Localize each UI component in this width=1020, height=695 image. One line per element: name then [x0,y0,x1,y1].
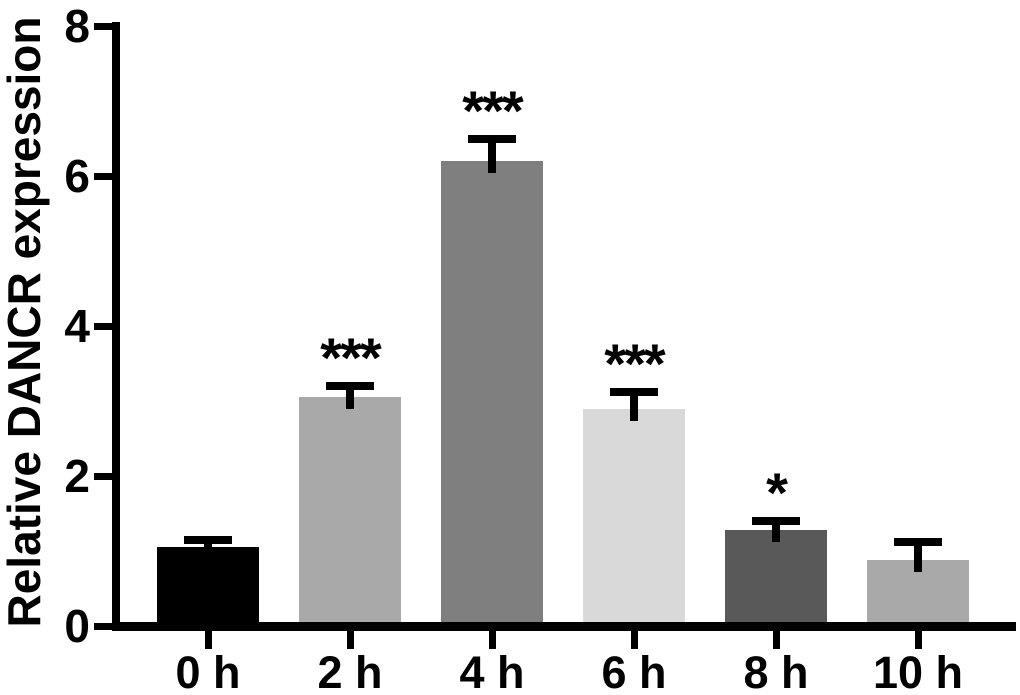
bar [157,547,259,631]
bar [441,161,543,631]
y-tick-label: 4 [64,300,90,352]
x-tick-label: 0 h [175,647,241,695]
y-tick [94,322,113,330]
error-bar-cap [752,517,800,525]
x-axis-line [112,622,1016,631]
x-tick [204,631,212,649]
x-tick-label: 2 h [317,647,383,695]
y-tick-label: 2 [64,450,90,502]
y-tick [94,622,113,630]
y-tick [94,472,113,480]
significance-label: *** [462,78,523,142]
significance-label: * [766,461,788,524]
error-bar-stem [630,396,638,421]
x-tick [630,631,638,649]
error-bar-cap [610,388,658,396]
error-bar-stem [772,525,780,542]
error-bar-cap [468,134,516,143]
bar [583,408,685,631]
x-tick-label: 4 h [459,647,525,695]
error-bar-cap [184,535,232,544]
y-tick-label: 8 [64,0,90,52]
significance-label: *** [320,326,381,389]
y-axis-line [112,22,120,631]
x-tick-label: 8 h [743,647,809,695]
error-bar-cap [894,538,942,546]
error-bar-cap [326,382,374,390]
x-tick [346,631,354,649]
bar [725,530,827,631]
x-tick [488,631,496,649]
y-tick-label: 0 [64,600,90,652]
significance-label: *** [604,332,665,395]
x-tick [772,631,780,649]
x-tick-label: 10 h [872,647,964,695]
y-tick [94,172,113,180]
error-bar-stem [488,142,496,173]
bar [299,397,401,631]
y-tick-label: 6 [64,150,90,202]
error-bar-stem [914,546,922,572]
x-tick-label: 6 h [601,647,667,695]
y-tick [94,22,113,30]
error-bar-stem [346,390,354,410]
error-bar-stem [204,543,212,560]
x-tick [914,631,922,649]
